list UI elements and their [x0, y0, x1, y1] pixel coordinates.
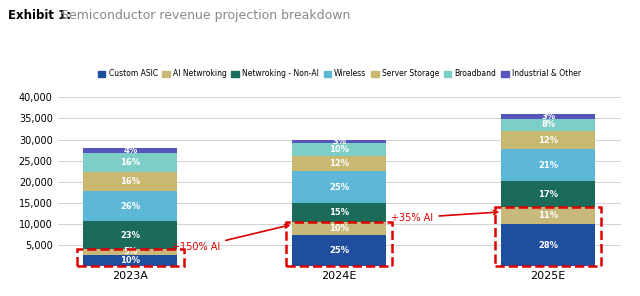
- Bar: [501, 131, 595, 149]
- Bar: [292, 143, 386, 156]
- Bar: [501, 114, 595, 119]
- Bar: [501, 207, 595, 224]
- Text: Semiconductor revenue projection breakdown: Semiconductor revenue projection breakdo…: [61, 9, 350, 22]
- Text: 12%: 12%: [538, 136, 558, 144]
- Bar: [292, 139, 386, 143]
- Text: 21%: 21%: [538, 161, 558, 170]
- Bar: [83, 148, 177, 153]
- Text: 3%: 3%: [332, 137, 346, 146]
- Bar: [501, 181, 595, 207]
- Bar: [292, 235, 386, 266]
- Text: +35% AI: +35% AI: [392, 210, 497, 223]
- Text: 16%: 16%: [120, 177, 140, 186]
- Text: 28%: 28%: [538, 241, 558, 250]
- Bar: [83, 255, 177, 266]
- Bar: [83, 249, 177, 255]
- Bar: [292, 171, 386, 203]
- Bar: [83, 172, 177, 191]
- Text: 10%: 10%: [120, 256, 140, 265]
- Text: 12%: 12%: [329, 159, 349, 168]
- Text: 4%: 4%: [123, 146, 138, 155]
- Text: 10%: 10%: [329, 145, 349, 154]
- Bar: [83, 153, 177, 172]
- Bar: [83, 221, 177, 249]
- Text: 5%: 5%: [123, 247, 138, 256]
- Text: 23%: 23%: [120, 231, 140, 239]
- Text: +150% AI: +150% AI: [172, 224, 289, 252]
- Text: 25%: 25%: [329, 183, 349, 192]
- Text: 15%: 15%: [329, 208, 349, 217]
- Bar: [83, 191, 177, 221]
- Text: 11%: 11%: [538, 211, 558, 220]
- Text: 16%: 16%: [120, 158, 140, 167]
- Bar: [292, 222, 386, 235]
- Legend: Custom ASIC, AI Netwroking, Netwroking - Non-AI, Wireless, Server Storage, Broad: Custom ASIC, AI Netwroking, Netwroking -…: [95, 66, 584, 81]
- Bar: [501, 224, 595, 266]
- Text: 3%: 3%: [541, 112, 556, 121]
- Text: 17%: 17%: [538, 190, 558, 199]
- Bar: [292, 156, 386, 171]
- Text: 26%: 26%: [120, 202, 140, 210]
- Text: Exhibit 1:: Exhibit 1:: [8, 9, 71, 22]
- Bar: [501, 149, 595, 181]
- Bar: [292, 203, 386, 222]
- Text: 10%: 10%: [329, 224, 349, 233]
- Bar: [501, 119, 595, 131]
- Text: 8%: 8%: [541, 120, 556, 129]
- Text: 25%: 25%: [329, 246, 349, 255]
